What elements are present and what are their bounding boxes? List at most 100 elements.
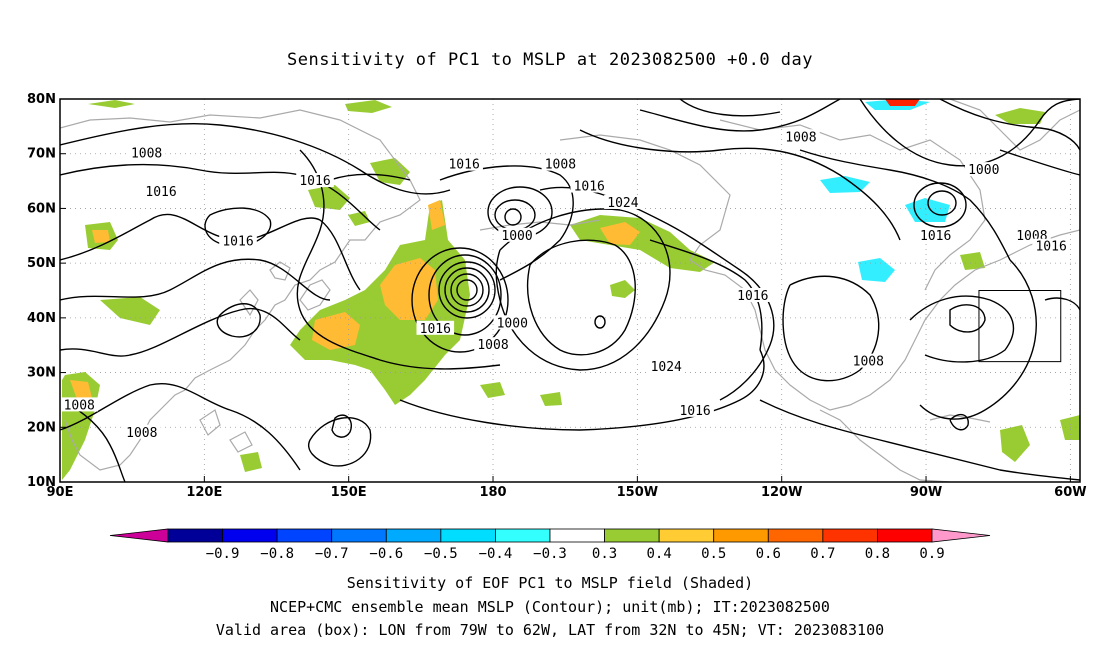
coastline-gulf <box>819 409 951 482</box>
mslp-contour <box>216 303 261 338</box>
colorbar-label: 0.8 <box>865 546 890 562</box>
mslp-contour <box>204 207 272 247</box>
map-frame <box>59 98 1081 483</box>
y-tick-label: 10N <box>27 475 56 490</box>
contour-label: 1016 <box>574 180 605 195</box>
shade-patch <box>70 380 92 402</box>
contour-label-bg <box>782 129 820 144</box>
colorbar-swatch <box>658 528 715 543</box>
contour-label-bg <box>493 315 532 330</box>
y-tick-label: 60N <box>27 201 56 216</box>
mslp-contour <box>594 315 606 329</box>
mslp-contour <box>504 208 522 226</box>
mslp-contour <box>649 239 763 351</box>
mslp-contour <box>411 247 509 353</box>
mslp-contour <box>909 295 1015 363</box>
shade-patch <box>240 452 262 472</box>
coastline-island <box>269 261 291 281</box>
coastline-greenland <box>949 99 1080 151</box>
colorbar-swatch <box>385 528 442 543</box>
mslp-contour <box>428 254 502 336</box>
colorbar-label: −0.8 <box>260 546 294 562</box>
mslp-contour <box>60 383 301 471</box>
shade-patch <box>995 108 1045 124</box>
contour-label: 1016 <box>145 185 176 200</box>
x-tick-label: 120E <box>186 485 222 500</box>
contour-label: 1008 <box>545 158 576 173</box>
coastline-island <box>239 289 259 317</box>
shade-patch <box>540 392 562 406</box>
shade-patch <box>1000 425 1030 462</box>
contour-label-bg <box>1032 238 1070 253</box>
contour-label-bg <box>849 353 888 368</box>
mslp-contour <box>639 99 841 132</box>
contour-label-bg <box>647 359 686 374</box>
y-tick-label: 40N <box>27 311 56 326</box>
contour-label: 1016 <box>222 234 253 249</box>
contour-label-bg <box>416 320 455 335</box>
mslp-contour <box>456 279 478 301</box>
contour-label-bg <box>498 227 536 242</box>
shade-patch <box>885 99 920 106</box>
colorbar-label: −0.5 <box>424 546 458 562</box>
mslp-contour <box>60 163 381 231</box>
contour-label-bg <box>964 162 1003 177</box>
shade-patch <box>312 312 360 350</box>
colorbar-swatch <box>167 528 223 543</box>
contour-label-bg <box>474 337 512 352</box>
shade-patch <box>348 211 370 226</box>
shade-patch <box>428 200 445 230</box>
contour-label: 1024 <box>651 360 682 375</box>
mslp-contour <box>444 267 490 313</box>
y-tick-label: 80N <box>27 92 56 107</box>
map-title: Sensitivity of PC1 to MSLP at 2023082500… <box>286 50 813 70</box>
mslp-contour <box>438 261 496 319</box>
shade-patch <box>92 230 110 243</box>
x-tick-label: 60W <box>1054 485 1086 500</box>
colorbar-swatch <box>549 528 605 543</box>
contour-label: 1016 <box>299 174 330 189</box>
x-tick-label: 90W <box>910 485 942 500</box>
colorbar-label: −0.4 <box>479 546 513 562</box>
mslp-contour <box>450 273 484 307</box>
contour-label: 1008 <box>131 147 162 162</box>
mslp-contour <box>60 123 451 195</box>
coastline-aleutians <box>479 219 601 231</box>
colorbar-label: 0.7 <box>810 546 835 562</box>
shade-patch <box>820 176 870 193</box>
colorbar-label: 0.5 <box>701 546 726 562</box>
caption-line-1: Sensitivity of EOF PC1 to MSLP field (Sh… <box>346 574 754 592</box>
contour-label: 1016 <box>1035 240 1066 255</box>
contour-label-bg <box>734 287 772 302</box>
colorbar-swatch <box>222 528 278 543</box>
x-tick-label: 180 <box>479 485 506 500</box>
shade-patch <box>480 382 505 398</box>
colorbar-label: −0.9 <box>206 546 240 562</box>
colorbar-label: 0.6 <box>756 546 781 562</box>
colorbar-label: −0.3 <box>533 546 567 562</box>
mslp-contour <box>60 258 331 301</box>
contour-label-bg <box>570 178 609 193</box>
contour-label-bg <box>60 397 99 412</box>
colorbar-swatch <box>713 528 769 543</box>
contour-label: 1016 <box>448 158 479 173</box>
contour-label: 1000 <box>501 229 532 244</box>
mslp-contour <box>759 399 1080 481</box>
y-axis-ticks: 80N 70N 60N 50N 40N 30N 20N 10N <box>27 92 66 490</box>
y-tick-label: 20N <box>27 420 56 435</box>
contour-label-bg <box>122 424 161 439</box>
mslp-contour <box>927 190 957 216</box>
valid-area-box <box>978 290 1062 363</box>
colorbar-swatch <box>877 528 933 543</box>
mslp-contour <box>859 99 1080 167</box>
caption-line-3: Valid area (box): LON from 79W to 62W, L… <box>215 621 885 639</box>
coastline-island <box>199 409 221 436</box>
colorbar-label: 0.4 <box>646 546 671 562</box>
mslp-contour <box>782 275 880 382</box>
colorbar-label: −0.6 <box>369 546 403 562</box>
shade-patch <box>308 185 350 210</box>
contour-label-bg <box>219 233 257 248</box>
x-tick-label: 120W <box>761 485 802 500</box>
sensitivity-shading <box>62 99 1080 480</box>
